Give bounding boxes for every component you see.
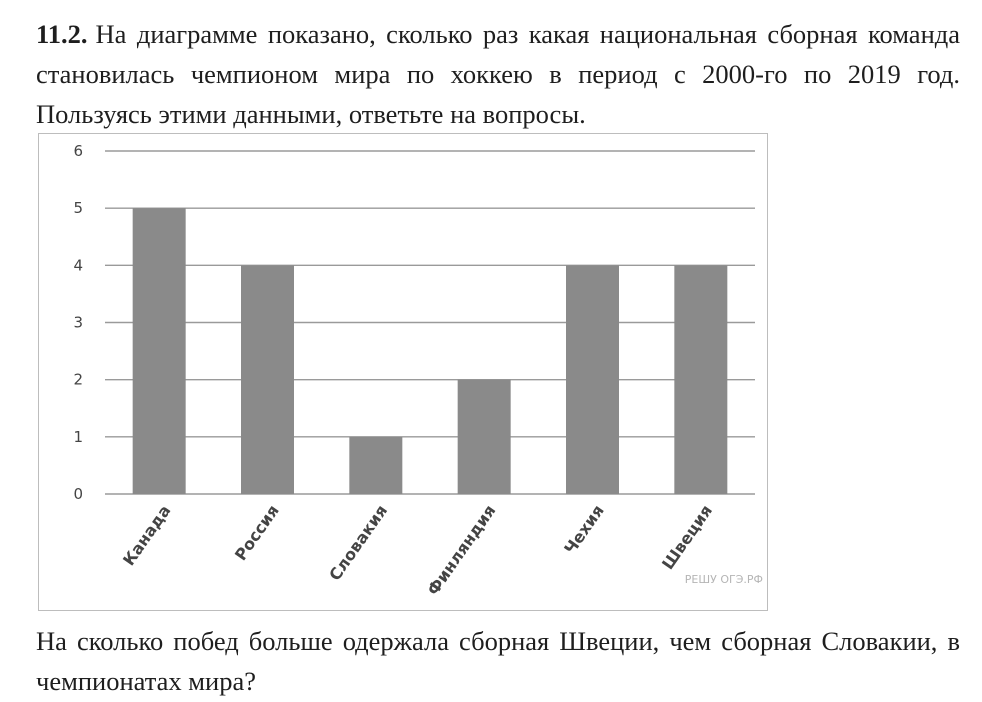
question-text: На сколько побед больше одержала сборная… (36, 626, 960, 696)
y-tick-label: 2 (73, 371, 83, 389)
watermark-logo: РЕШУ ОГЭ.РФ (685, 573, 763, 586)
y-tick-label: 0 (73, 485, 83, 503)
y-tick-label: 3 (73, 314, 83, 332)
bar (674, 265, 728, 494)
x-category-label: Канада (119, 501, 174, 569)
bar (132, 208, 186, 494)
bar (241, 265, 294, 494)
bar (566, 265, 619, 494)
y-tick-label: 6 (73, 142, 83, 160)
problem-number: 11.2. (36, 19, 88, 49)
problem-text: На диаграмме показано, сколько раз какая… (36, 19, 960, 129)
x-category-label: Финляндия (423, 501, 499, 598)
x-category-label: Россия (231, 501, 283, 564)
y-tick-label: 5 (73, 199, 83, 217)
problem-statement: 11.2. На диаграмме показано, сколько раз … (36, 14, 960, 134)
bar (457, 379, 511, 494)
chart-frame: 0 1 2 3 4 5 6 Канада Россия Словакия Финляндия Чехи… (38, 133, 768, 611)
x-category-label: Словакия (325, 501, 391, 584)
x-category-label: Швеция (658, 501, 716, 573)
y-tick-label: 4 (73, 256, 83, 274)
bar (349, 436, 403, 494)
y-tick-label: 1 (73, 428, 83, 446)
x-category-label: Чехия (560, 501, 607, 557)
bar-chart: 0 1 2 3 4 5 6 Канада Россия Словакия Финляндия Чехи… (73, 142, 763, 599)
